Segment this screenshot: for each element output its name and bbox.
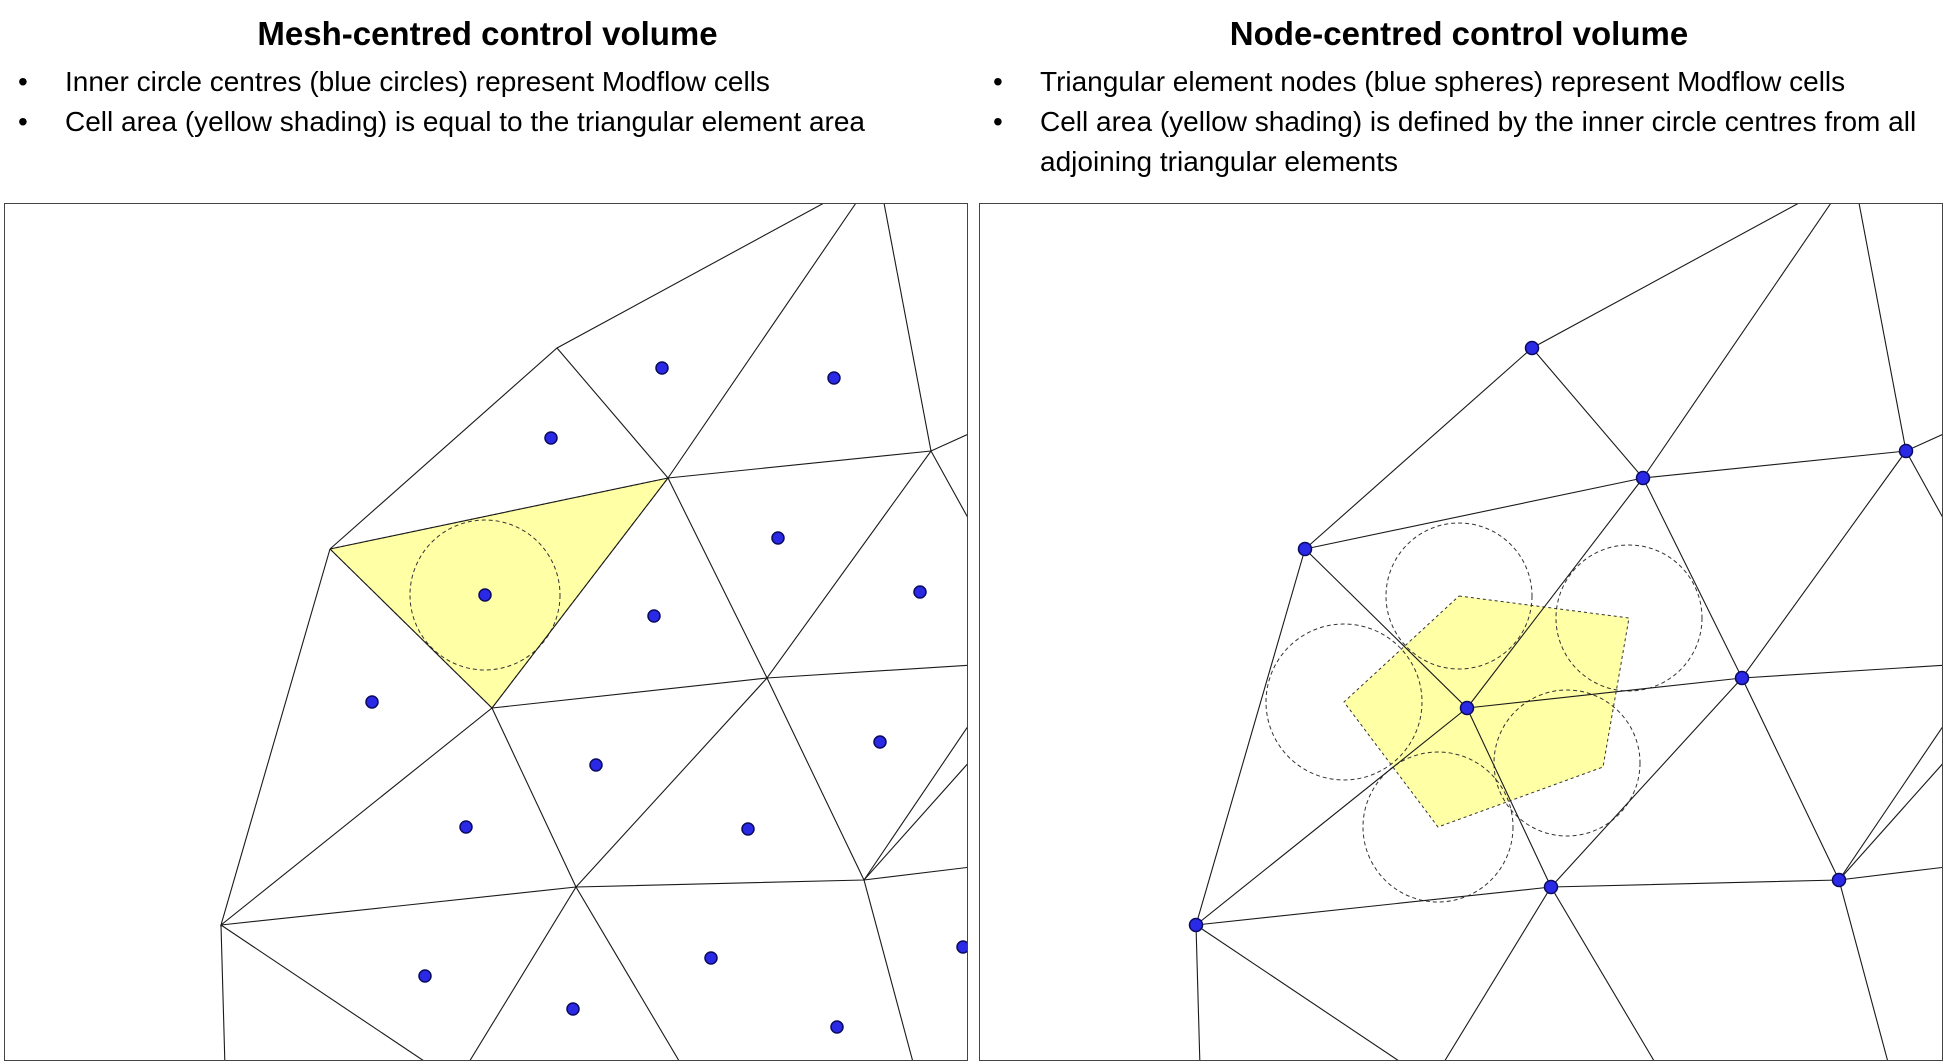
element-nodes xyxy=(1188,340,1914,933)
right-bullets: Triangular element nodes (blue spheres) … xyxy=(975,62,1943,182)
inner-circle xyxy=(409,519,561,671)
left-bullet-2: Cell area (yellow shading) is equal to t… xyxy=(0,102,975,142)
inner-circles xyxy=(1265,522,1703,903)
left-column: Mesh-centred control volume Inner circle… xyxy=(0,0,975,142)
left-bullets: Inner circle centres (blue circles) repr… xyxy=(0,62,975,142)
mesh-edges xyxy=(219,203,968,1061)
right-bullet-2: Cell area (yellow shading) is defined by… xyxy=(975,102,1943,182)
right-column: Node-centred control volume Triangular e… xyxy=(975,0,1943,182)
node-cell-shading xyxy=(1343,595,1630,828)
mesh-centre-nodes xyxy=(365,361,968,1034)
node-centred-diagram xyxy=(979,203,1943,1061)
left-title: Mesh-centred control volume xyxy=(257,15,718,52)
right-title: Node-centred control volume xyxy=(1229,15,1689,52)
left-bullet-1: Inner circle centres (blue circles) repr… xyxy=(0,62,975,102)
mesh-cell-shading xyxy=(328,477,670,709)
left-panel-border xyxy=(4,203,968,1061)
mesh-centred-diagram xyxy=(4,203,968,1061)
right-bullet-1: Triangular element nodes (blue spheres) … xyxy=(975,62,1943,102)
